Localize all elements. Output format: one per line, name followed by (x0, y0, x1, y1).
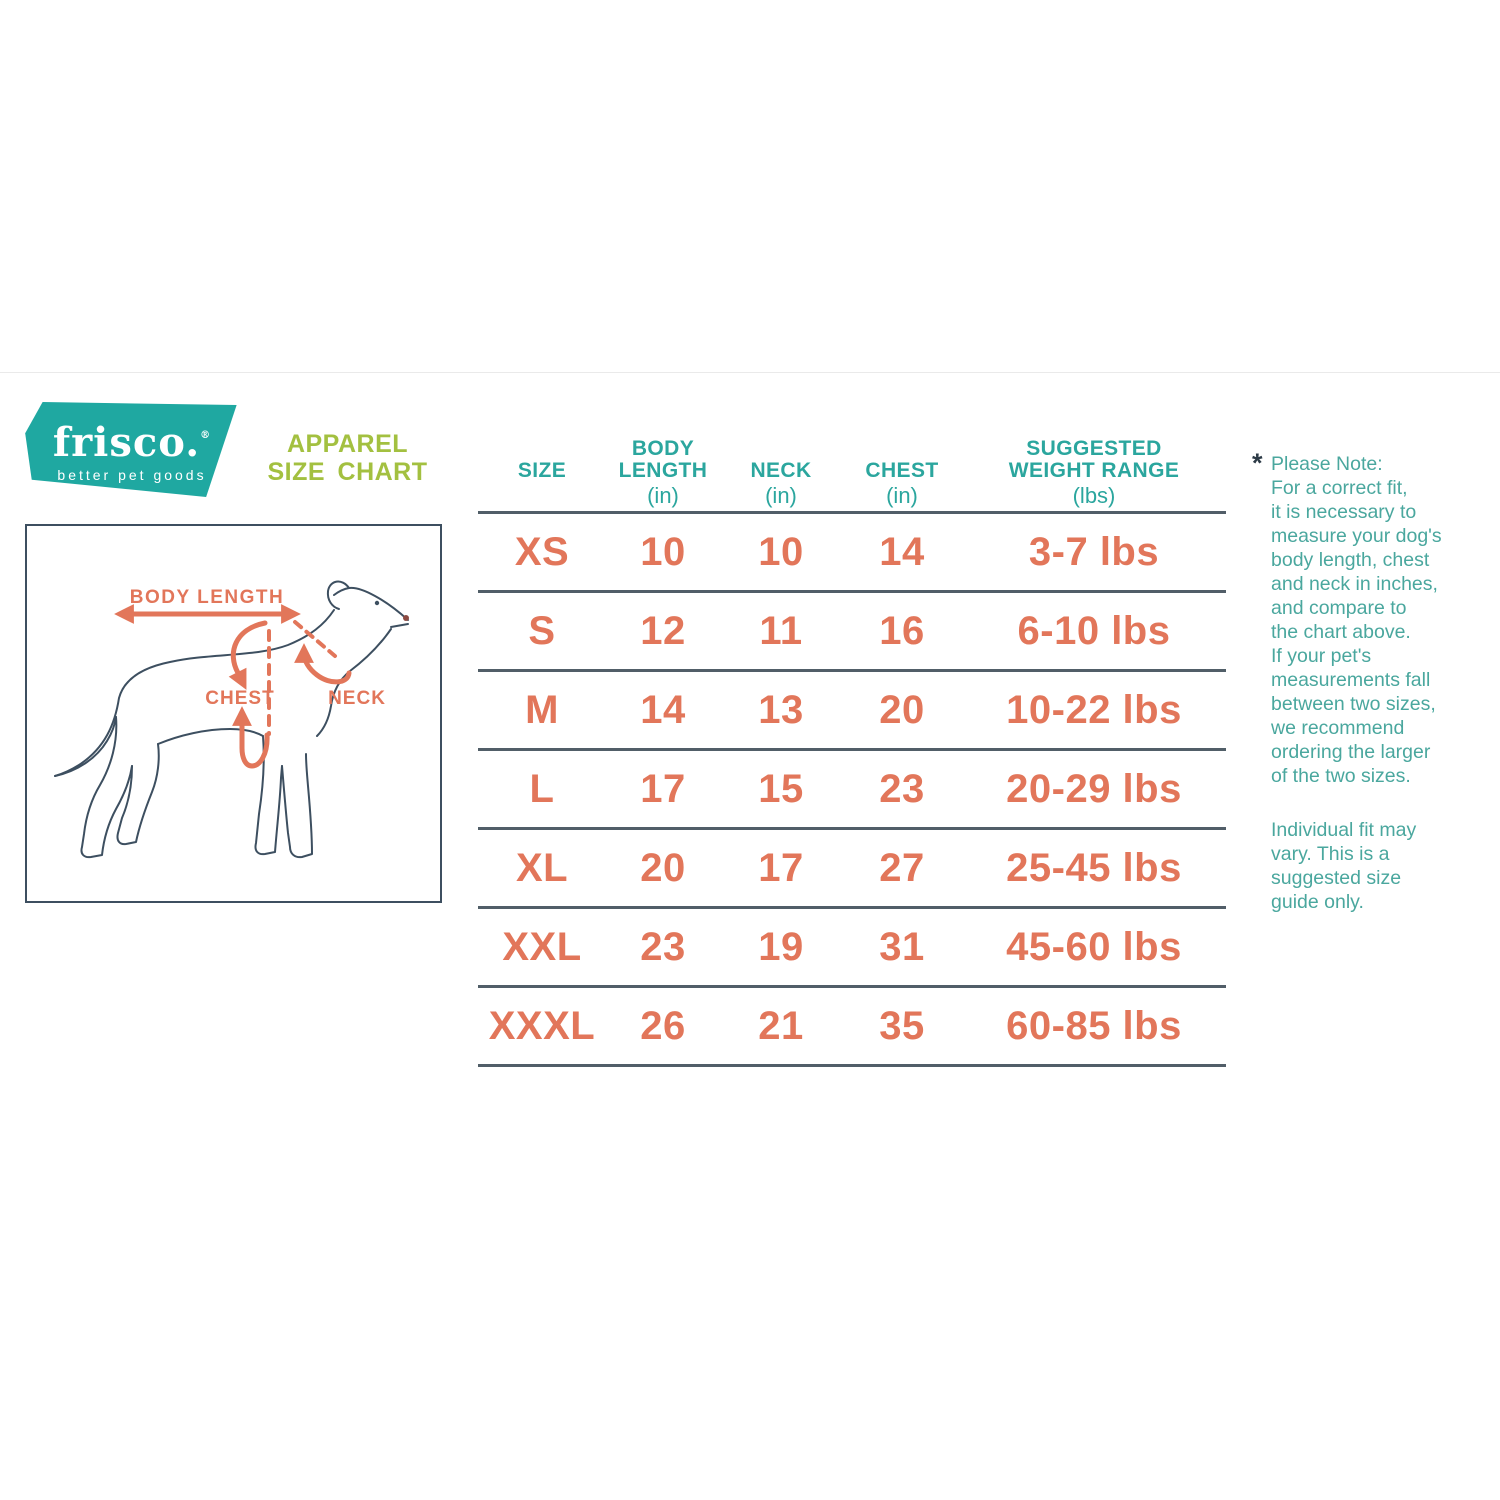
cell-weight-range: 3-7 lbs (1028, 529, 1160, 574)
cell-chest: 14 (879, 529, 925, 574)
cell-chest: 23 (879, 766, 925, 811)
column-header-label: SUGGESTED WEIGHT RANGE (1008, 436, 1180, 483)
column-header-label: BODY LENGTH (618, 436, 708, 483)
cell-body-length: 17 (640, 766, 686, 811)
cell-size: M (525, 687, 559, 732)
cell-neck: 21 (758, 1003, 804, 1048)
column-header-weight-range: SUGGESTED WEIGHT RANGE (lbs) (962, 420, 1226, 511)
table-row-xxxl: XXXL 26 21 35 60-85 lbs (478, 988, 1226, 1067)
column-header-label: NECK (750, 459, 812, 483)
table-row-s: S 12 11 16 6-10 lbs (478, 593, 1226, 672)
cell-size: S (528, 608, 556, 653)
cell-neck: 19 (758, 924, 804, 969)
cell-chest: 35 (879, 1003, 925, 1048)
chest-arrow-up (232, 706, 270, 769)
cell-neck: 11 (759, 608, 803, 653)
body-length-label: BODY LENGTH (130, 587, 284, 608)
table-row-l: L 17 15 23 20-29 lbs (478, 751, 1226, 830)
dog-outline (54, 580, 409, 859)
neck-arrow (294, 643, 352, 685)
size-table: SIZE BODY LENGTH (in) NECK (in) CHEST (i… (478, 420, 1226, 1067)
note-asterisk: * (1252, 448, 1263, 478)
content-top-divider (0, 372, 1500, 373)
note-primary-text: Please Note: For a correct fit, it is ne… (1271, 453, 1442, 787)
cell-size: XXL (502, 924, 582, 969)
chest-arrow-down (228, 620, 268, 690)
cell-weight-range: 60-85 lbs (1006, 1003, 1182, 1048)
brand-name: frisco.® (53, 422, 212, 463)
column-header-unit: (in) (765, 483, 797, 508)
measurement-annotations (114, 604, 352, 769)
column-header-unit: (in) (647, 483, 679, 508)
cell-size: L (529, 766, 555, 811)
cell-chest: 20 (879, 687, 925, 732)
cell-body-length: 23 (640, 924, 686, 969)
dog-diagram-svg: BODY LENGTH CHEST NECK (54, 580, 409, 859)
column-header-chest: CHEST (in) (842, 420, 962, 511)
column-header-label: CHEST (865, 459, 939, 483)
cell-weight-range: 10-22 lbs (1006, 687, 1182, 732)
column-header-unit: (in) (886, 483, 918, 508)
table-row-m: M 14 13 20 10-22 lbs (478, 672, 1226, 751)
cell-weight-range: 20-29 lbs (1006, 766, 1182, 811)
note-secondary-text: Individual fit may vary. This is a sugge… (1271, 819, 1417, 913)
cell-chest: 16 (879, 608, 925, 653)
cell-body-length: 12 (640, 608, 686, 653)
brand-tagline: better pet goods (57, 466, 207, 483)
cell-body-length: 26 (640, 1003, 686, 1048)
cell-neck: 13 (758, 687, 804, 732)
chest-label: CHEST (205, 688, 274, 709)
cell-size: XS (514, 529, 570, 574)
cell-body-length: 10 (640, 529, 686, 574)
column-header-label: SIZE (517, 459, 567, 483)
table-row-xxl: XXL 23 19 31 45-60 lbs (478, 909, 1226, 988)
frisco-logo: frisco.® better pet goods (25, 402, 237, 497)
cell-size: XL (515, 845, 569, 890)
dog-measurement-diagram: BODY LENGTH CHEST NECK (25, 524, 442, 903)
cell-weight-range: 6-10 lbs (1017, 608, 1171, 653)
registered-mark: ® (200, 429, 212, 441)
neck-dashed-line (293, 620, 337, 658)
column-header-size: SIZE (478, 420, 606, 511)
column-header-body-length: BODY LENGTH (in) (606, 420, 720, 511)
cell-weight-range: 45-60 lbs (1006, 924, 1182, 969)
cell-weight-range: 25-45 lbs (1006, 845, 1182, 890)
cell-size: XXXL (488, 1003, 596, 1048)
page-title: APPAREL SIZE CHART (267, 430, 428, 486)
table-header-row: SIZE BODY LENGTH (in) NECK (in) CHEST (i… (478, 420, 1226, 514)
column-header-unit: (lbs) (1072, 483, 1116, 508)
cell-body-length: 20 (640, 845, 686, 890)
cell-chest: 27 (879, 845, 925, 890)
cell-neck: 10 (758, 529, 804, 574)
neck-label: NECK (328, 688, 386, 709)
cell-neck: 17 (758, 845, 804, 890)
cell-neck: 15 (758, 766, 804, 811)
cell-chest: 31 (879, 924, 925, 969)
column-header-neck: NECK (in) (720, 420, 842, 511)
table-row-xs: XS 10 10 14 3-7 lbs (478, 514, 1226, 593)
table-row-xl: XL 20 17 27 25-45 lbs (478, 830, 1226, 909)
brand-text: frisco. (52, 418, 201, 466)
cell-body-length: 14 (640, 687, 686, 732)
